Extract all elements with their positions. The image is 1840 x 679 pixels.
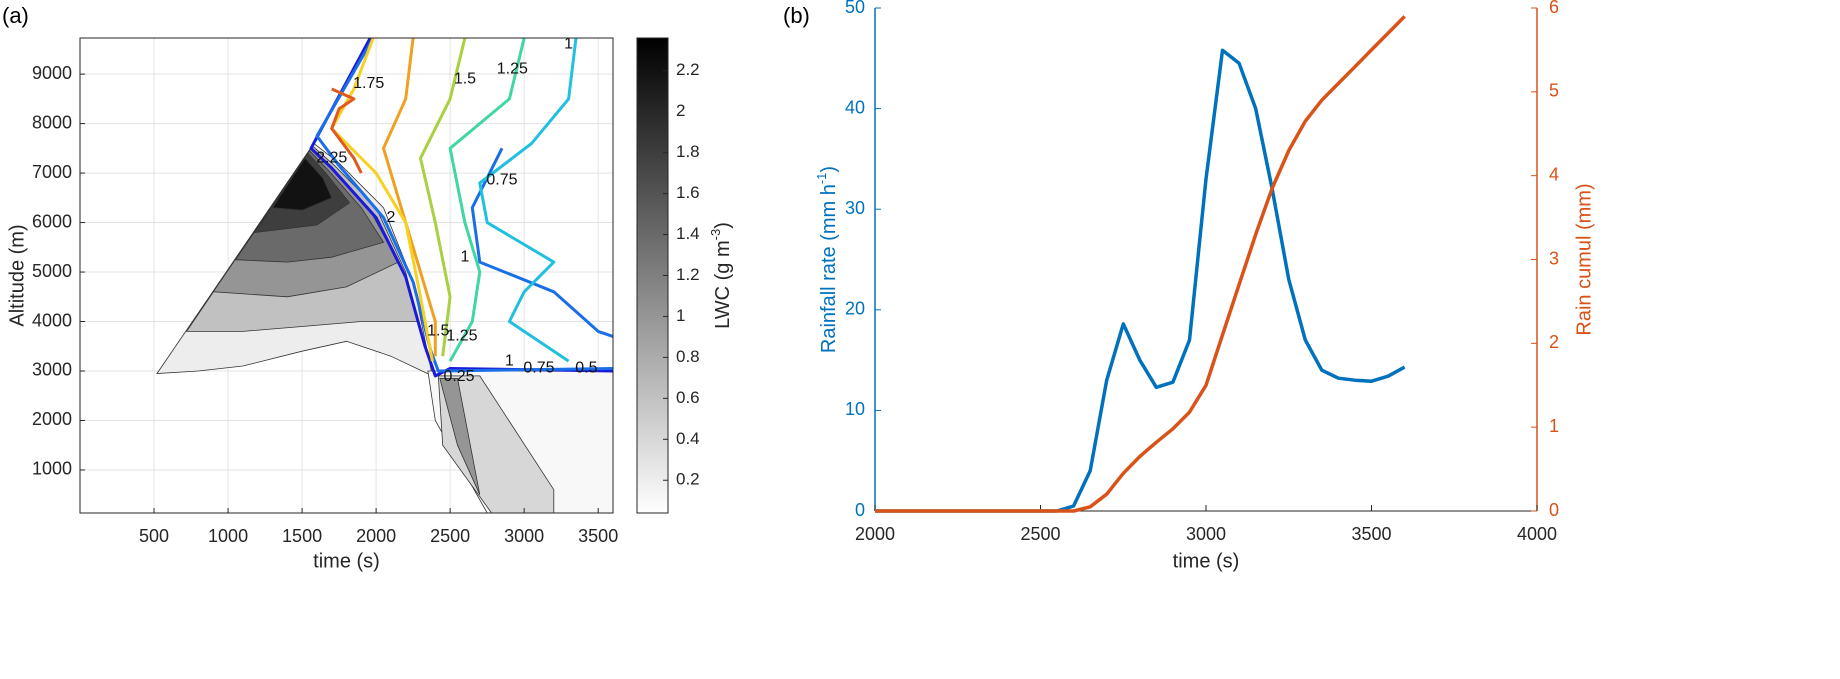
x-tick-label: 2000: [855, 524, 895, 544]
contour-label: 1.25: [497, 60, 528, 77]
y2-tick-label: 6: [1549, 0, 1559, 17]
contour-label: 1.75: [353, 75, 384, 92]
panel-label: (b): [783, 3, 810, 28]
colorbar-tick-label: 1.6: [676, 183, 700, 202]
filled-contour: [439, 378, 481, 495]
y-tick-label: 2000: [32, 409, 72, 429]
colorbar-label-part: LWC (g m: [712, 240, 734, 329]
colorbar: [636, 37, 669, 514]
contour-label: 0.25: [443, 368, 474, 385]
colorbar-tick-label: 2.2: [676, 60, 700, 79]
contour-line: [448, 38, 526, 362]
x-tick-label: 3000: [504, 526, 544, 546]
y2-tick-label: 3: [1549, 248, 1559, 268]
y-tick-label: 8000: [32, 112, 72, 132]
y-tick-label: 0: [855, 500, 865, 520]
y-tick-label: 40: [845, 97, 865, 117]
contour-line: [470, 147, 613, 338]
y2-tick-label: 2: [1549, 332, 1559, 352]
y-tick-label: 5000: [32, 261, 72, 281]
colorbar-label-part: ): [712, 222, 734, 229]
y-axis-label-part: -1: [814, 173, 829, 185]
y2-axis-label: Rain cumul (mm): [1573, 183, 1595, 335]
y-tick-label: 1000: [32, 459, 72, 479]
y2-tick-label: 1: [1549, 416, 1559, 436]
colorbar-label-part: -3: [708, 229, 723, 241]
data-line: [875, 15, 1406, 513]
colorbar-tick-label: 0.4: [676, 429, 700, 448]
colorbar-tick-label: 0.8: [676, 347, 700, 366]
colorbar-tick-label: 1.4: [676, 224, 700, 243]
y2-tick-label: 5: [1549, 81, 1559, 101]
colorbar-tick-label: 1.8: [676, 142, 700, 161]
y-tick-label: 3000: [32, 360, 72, 380]
y-tick-label: 30: [845, 198, 865, 218]
contour-label: 0.5: [575, 360, 597, 377]
contour-line: [330, 87, 363, 174]
y-axis-label: Rainfall rate (mm h-1): [814, 166, 840, 353]
x-tick-label: 3500: [1351, 524, 1391, 544]
y-axis-label: Altitude (m): [6, 224, 28, 326]
y2-tick-label: 4: [1549, 164, 1559, 184]
contour-label: 2: [386, 209, 395, 226]
colorbar-tick-label: 1: [676, 306, 685, 325]
contour-label: 0.75: [486, 172, 517, 189]
contour-label: 1: [460, 248, 469, 265]
contour-line: [478, 38, 578, 363]
filled-contour: [271, 157, 333, 211]
y2-tick-label: 0: [1549, 500, 1559, 520]
y-tick-label: 9000: [32, 63, 72, 83]
contour-line: [315, 38, 613, 373]
contour-line: [330, 38, 434, 362]
contour-label: 1.5: [427, 323, 449, 340]
x-tick-label: 2500: [430, 526, 470, 546]
y-tick-label: 20: [845, 299, 865, 319]
x-tick-label: 1500: [282, 526, 322, 546]
y-tick-label: 50: [845, 0, 865, 17]
contour-label: 2.25: [316, 149, 347, 166]
colorbar-tick-label: 1.2: [676, 265, 700, 284]
x-tick-label: 3500: [578, 526, 618, 546]
y-tick-label: 10: [845, 399, 865, 419]
data-line: [875, 48, 1406, 513]
contour-label: 1: [564, 36, 573, 53]
x-axis-label: time (s): [1173, 550, 1240, 572]
y-axis-label-part: ): [818, 166, 840, 173]
colorbar-tick-label: 0.2: [676, 470, 700, 489]
filled-contour: [437, 375, 555, 513]
y-tick-label: 6000: [32, 211, 72, 231]
contour-label: 0.75: [523, 360, 554, 377]
contour-label: 1.5: [454, 70, 476, 87]
x-tick-label: 3000: [1186, 524, 1226, 544]
y-tick-label: 4000: [32, 310, 72, 330]
panel-label: (a): [2, 3, 29, 28]
x-tick-label: 1000: [208, 526, 248, 546]
y-tick-label: 7000: [32, 162, 72, 182]
axes-box: [79, 37, 614, 514]
colorbar-label: LWC (g m-3): [708, 222, 734, 329]
x-tick-label: 4000: [1517, 524, 1557, 544]
contour-line: [382, 38, 437, 357]
x-tick-label: 2500: [1020, 524, 1060, 544]
contour-line: [419, 38, 467, 357]
colorbar-tick-label: 0.6: [676, 388, 700, 407]
y-axis-label-part: Rainfall rate (mm h: [818, 184, 840, 353]
x-axis-label: time (s): [313, 550, 380, 572]
x-tick-label: 2000: [356, 526, 396, 546]
x-tick-label: 500: [139, 526, 169, 546]
contour-label: 1: [505, 352, 514, 369]
contour-label: 1.25: [446, 328, 477, 345]
colorbar-tick-label: 2: [676, 101, 685, 120]
